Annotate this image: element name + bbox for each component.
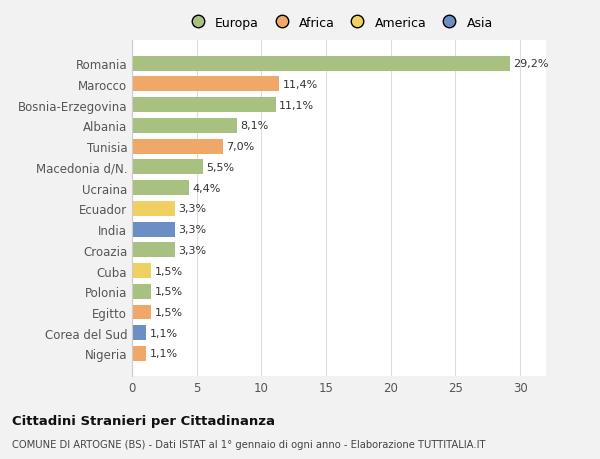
Bar	[132, 140, 223, 154]
Text: 1,5%: 1,5%	[155, 308, 183, 317]
Bar	[132, 325, 146, 341]
Bar	[132, 202, 175, 216]
Text: 11,4%: 11,4%	[283, 80, 318, 90]
Text: 4,4%: 4,4%	[192, 183, 221, 193]
Text: 11,1%: 11,1%	[279, 101, 314, 110]
Text: 1,5%: 1,5%	[155, 266, 183, 276]
Text: 29,2%: 29,2%	[513, 59, 548, 69]
Text: 1,1%: 1,1%	[149, 349, 178, 358]
Bar	[132, 284, 151, 299]
Bar	[132, 263, 151, 278]
Legend: Europa, Africa, America, Asia: Europa, Africa, America, Asia	[182, 14, 496, 32]
Bar	[132, 98, 275, 113]
Text: 3,3%: 3,3%	[178, 245, 206, 255]
Text: 7,0%: 7,0%	[226, 142, 254, 152]
Text: 8,1%: 8,1%	[240, 121, 268, 131]
Text: COMUNE DI ARTOGNE (BS) - Dati ISTAT al 1° gennaio di ogni anno - Elaborazione TU: COMUNE DI ARTOGNE (BS) - Dati ISTAT al 1…	[12, 440, 485, 449]
Text: 1,5%: 1,5%	[155, 286, 183, 297]
Bar	[132, 346, 146, 361]
Bar	[132, 118, 237, 134]
Bar	[132, 222, 175, 237]
Bar	[132, 243, 175, 257]
Text: 3,3%: 3,3%	[178, 224, 206, 235]
Bar	[132, 160, 203, 175]
Bar	[132, 77, 280, 92]
Text: 3,3%: 3,3%	[178, 204, 206, 214]
Bar	[132, 181, 189, 196]
Bar	[132, 56, 510, 72]
Text: 1,1%: 1,1%	[149, 328, 178, 338]
Text: 5,5%: 5,5%	[206, 162, 235, 173]
Bar	[132, 305, 151, 320]
Text: Cittadini Stranieri per Cittadinanza: Cittadini Stranieri per Cittadinanza	[12, 414, 275, 428]
